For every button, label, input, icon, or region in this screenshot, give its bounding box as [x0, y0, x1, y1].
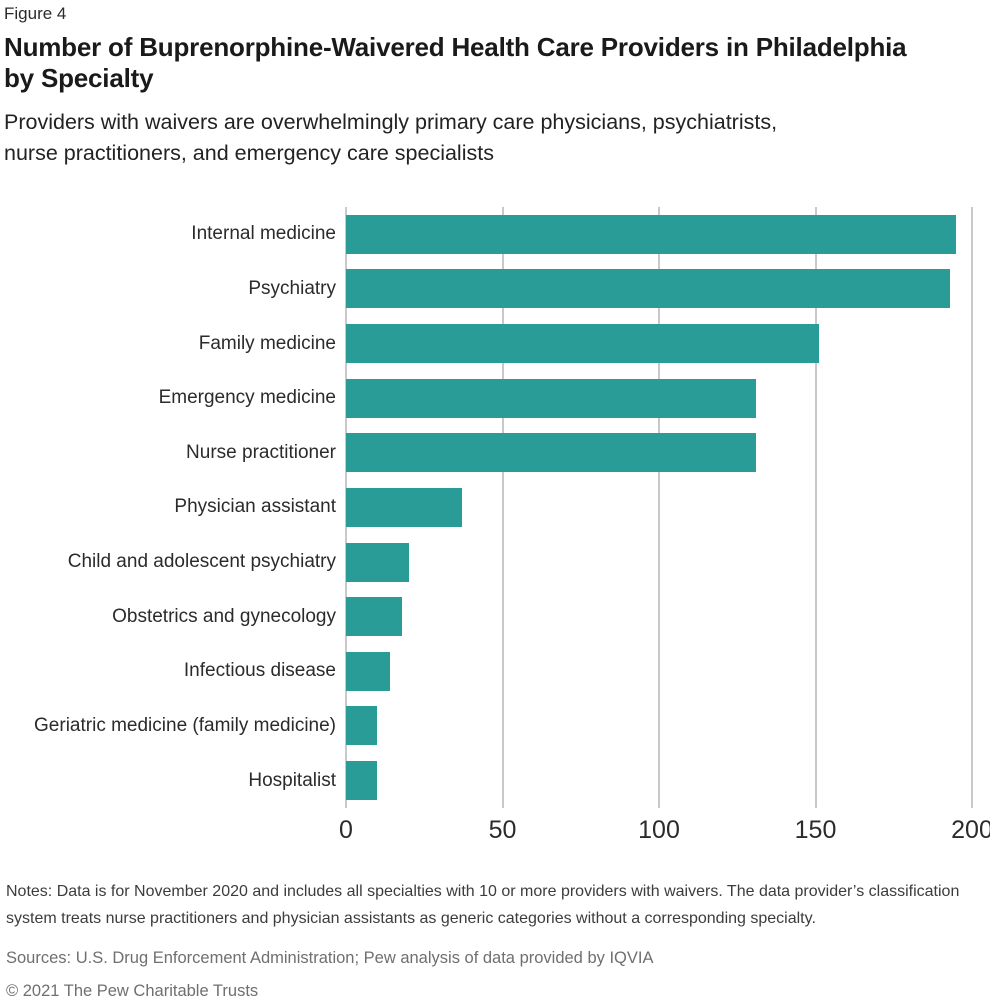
bar-chart: Internal medicine Psychiatry Family medici… [4, 207, 990, 852]
chart-row: Hospitalist [4, 753, 990, 808]
gridline [501, 207, 504, 808]
chart-row: Emergency medicine [4, 371, 990, 426]
category-label: Infectious disease [183, 660, 336, 682]
category-label: Internal medicine [191, 223, 336, 245]
gridline [814, 207, 817, 808]
bar-track [346, 706, 972, 746]
chart-row: Physician assistant [4, 480, 990, 535]
bar [346, 542, 409, 582]
category-label: Emergency medicine [158, 387, 336, 409]
chart-row: Geriatric medicine (family medicine) [4, 699, 990, 754]
x-axis: 0 50 100 150 200 [339, 808, 990, 852]
category-label: Family medicine [198, 332, 336, 354]
chart-row: Internal medicine [4, 207, 990, 262]
bar-track [346, 324, 972, 364]
bar-track [346, 651, 972, 691]
category-label: Nurse practitioner [186, 441, 336, 463]
notes-text: Notes: Data is for November 2020 and inc… [6, 882, 960, 927]
category-label: Psychiatry [248, 277, 336, 299]
chart-row: Psychiatry [4, 262, 990, 317]
category-label: Child and adolescent psychiatry [67, 551, 336, 573]
bar-track [346, 487, 972, 527]
bar-track [346, 269, 972, 309]
bar [346, 706, 378, 746]
x-axis-tick-label: 0 [339, 815, 353, 844]
bar [346, 269, 951, 309]
bar [346, 487, 462, 527]
category-label: Obstetrics and gynecology [112, 605, 336, 627]
sources-text: Sources: U.S. Drug Enforcement Administr… [6, 948, 654, 967]
bar-track [346, 433, 972, 473]
bar [346, 324, 819, 364]
x-axis-tick-label: 200 [951, 815, 990, 844]
gridline [658, 207, 660, 808]
copyright-text: © 2021 The Pew Charitable Trusts [6, 981, 259, 998]
chart-row: Obstetrics and gynecology [4, 589, 990, 644]
bar [346, 433, 757, 473]
bar-track [346, 214, 972, 254]
subtitle: Providers with waivers are overwhelmingl… [4, 110, 778, 165]
x-axis-tick-label: 50 [488, 815, 517, 844]
bar [346, 597, 403, 637]
gridline [971, 207, 973, 808]
category-label: Hospitalist [248, 769, 336, 791]
bar [346, 651, 390, 691]
chart-row: Family medicine [4, 316, 990, 371]
chart-row: Child and adolescent psychiatry [4, 535, 990, 590]
footer: Notes: Data is for November 2020 and inc… [4, 878, 990, 998]
bar-track [346, 761, 972, 801]
chart-row: Nurse practitioner [4, 426, 990, 481]
bar-track [346, 597, 972, 637]
bar [346, 378, 757, 418]
bar-rows: Internal medicine Psychiatry Family medici… [4, 207, 990, 808]
bar [346, 214, 957, 254]
x-axis-tick-label: 100 [638, 815, 680, 844]
category-label: Physician assistant [174, 496, 336, 518]
bar-track [346, 378, 972, 418]
chart-row: Infectious disease [4, 644, 990, 699]
figure-label: Figure 4 [4, 4, 67, 23]
bar-track [346, 542, 972, 582]
bar [346, 761, 378, 801]
x-axis-tick-label: 150 [794, 815, 837, 844]
page-title: Number of Buprenorphine-Waivered Health … [4, 32, 907, 93]
category-label: Geriatric medicine (family medicine) [34, 714, 336, 736]
